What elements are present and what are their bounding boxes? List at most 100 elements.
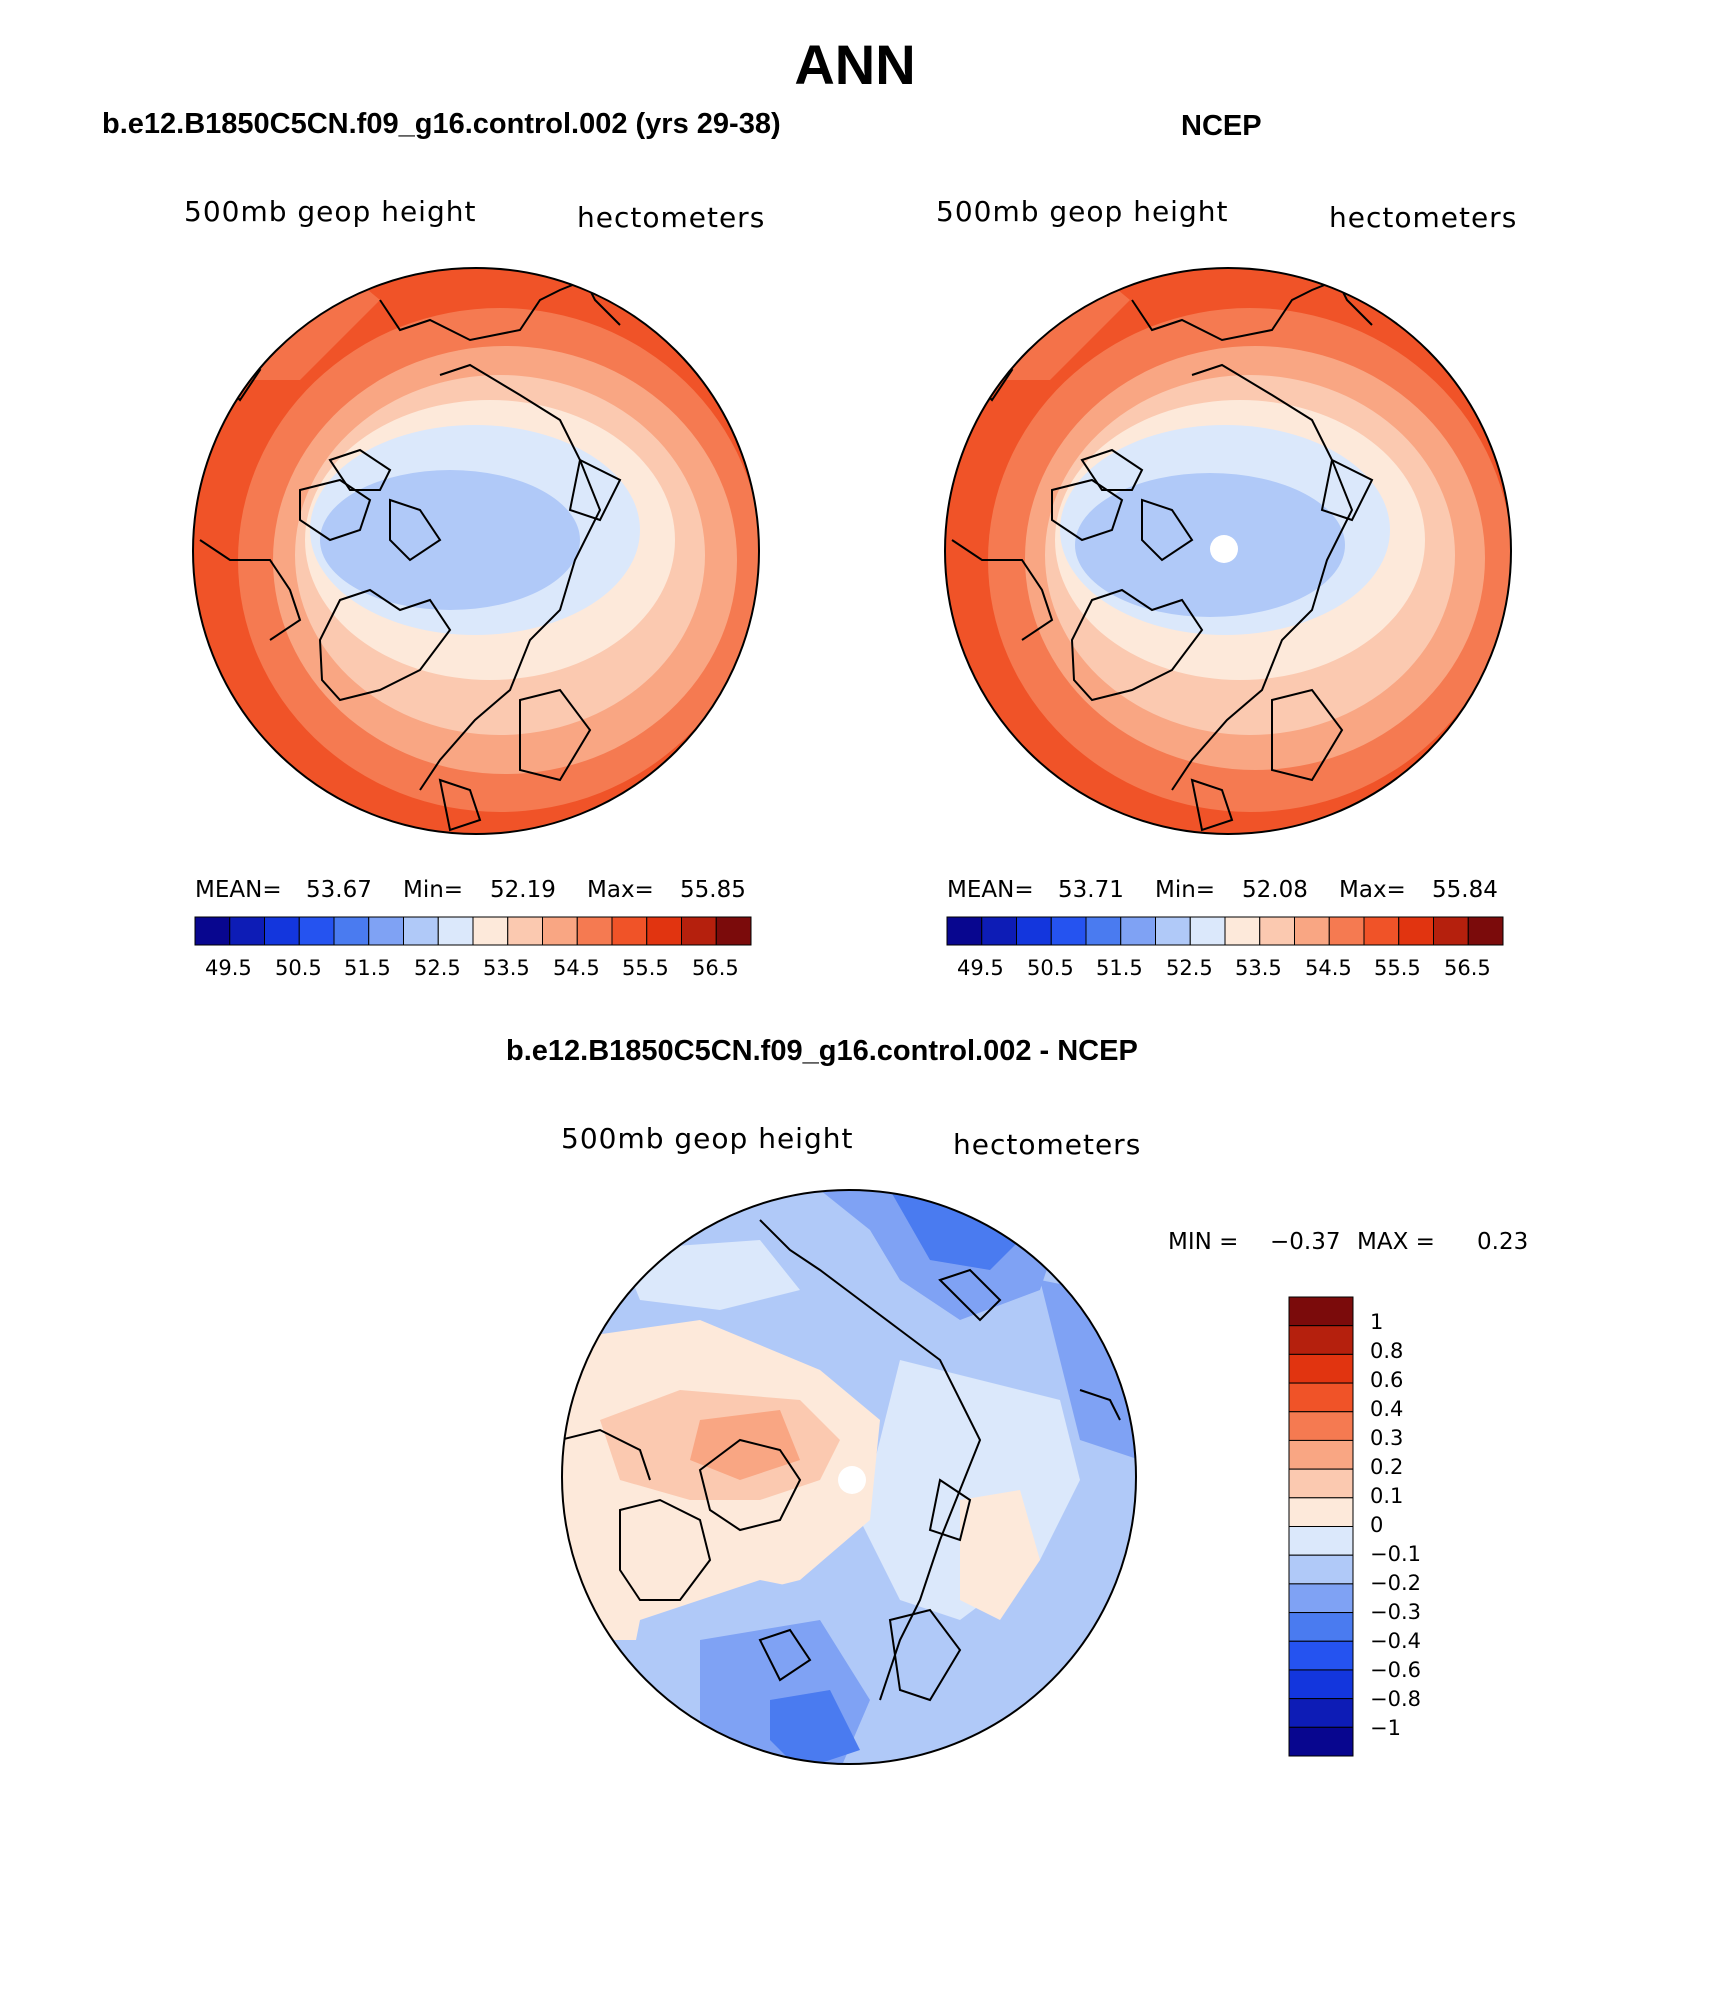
tick-label: −0.3 xyxy=(1370,1600,1421,1624)
colorbar-swatch xyxy=(1398,916,1434,946)
tick-label: 54.5 xyxy=(553,956,600,980)
colorbar-swatch xyxy=(646,916,682,946)
max-label-obs: Max= xyxy=(1339,877,1406,903)
colorbar-swatch xyxy=(1288,1612,1354,1642)
colorbar-swatch xyxy=(1288,1296,1354,1327)
max-value-model: 55.85 xyxy=(680,877,746,903)
colorbar-diff xyxy=(1288,1296,1354,1757)
tick-label: −0.6 xyxy=(1370,1658,1421,1682)
colorbar-swatch xyxy=(1288,1583,1354,1614)
units-label-model: hectometers xyxy=(577,201,766,234)
figure-title: ANN xyxy=(794,33,916,96)
min-value-obs: 52.08 xyxy=(1242,877,1308,903)
colorbar-swatch xyxy=(1288,1468,1354,1499)
colorbar-swatch xyxy=(507,916,543,946)
tick-label: 53.5 xyxy=(483,956,530,980)
colorbar-swatch xyxy=(1288,1497,1354,1527)
tick-label: −0.4 xyxy=(1370,1629,1421,1653)
tick-label: 0.8 xyxy=(1370,1339,1404,1363)
colorbar-obs xyxy=(946,916,1504,946)
units-label-diff: hectometers xyxy=(953,1128,1142,1161)
colorbar-swatch xyxy=(1050,916,1087,946)
units-label-obs: hectometers xyxy=(1329,201,1518,234)
colorbar-swatch xyxy=(576,916,613,946)
colorbar-swatch xyxy=(1016,916,1052,946)
colorbar-swatch xyxy=(1288,1669,1354,1700)
tick-label: 52.5 xyxy=(414,956,461,980)
colorbar-swatch xyxy=(1433,916,1469,946)
colorbar-swatch xyxy=(1328,916,1365,946)
tick-label: 0.4 xyxy=(1370,1397,1404,1421)
tick-label: −0.8 xyxy=(1370,1687,1421,1711)
tick-label: −0.2 xyxy=(1370,1571,1421,1595)
colorbar-swatch xyxy=(403,916,439,946)
colorbar-swatch xyxy=(298,916,335,946)
variable-label-diff: 500mb geop height xyxy=(561,1122,854,1155)
tick-label: 53.5 xyxy=(1235,956,1282,980)
colorbar-swatch xyxy=(715,916,752,946)
tick-label: 0.2 xyxy=(1370,1455,1404,1479)
variable-label-obs: 500mb geop height xyxy=(936,195,1229,228)
tick-label: 50.5 xyxy=(1027,956,1074,980)
max-label-diff: MAX = xyxy=(1357,1229,1435,1255)
tick-label: −1 xyxy=(1370,1716,1401,1740)
colorbar-swatch xyxy=(1155,916,1191,946)
colorbar-model xyxy=(194,916,752,946)
mean-label-obs: MEAN= xyxy=(947,877,1034,903)
mean-value-obs: 53.71 xyxy=(1058,877,1124,903)
tick-label: 51.5 xyxy=(1096,956,1143,980)
tick-label: 0 xyxy=(1370,1513,1384,1537)
mean-value-model: 53.67 xyxy=(306,877,372,903)
tick-label: 55.5 xyxy=(1374,956,1421,980)
tick-label: −0.1 xyxy=(1370,1542,1421,1566)
colorbar-swatch xyxy=(229,916,265,946)
max-label-model: Max= xyxy=(587,877,654,903)
tick-label: 54.5 xyxy=(1305,956,1352,980)
colorbar-swatch xyxy=(1224,916,1261,946)
colorbar-swatch xyxy=(333,916,370,946)
colorbar-swatch xyxy=(1288,1554,1354,1585)
min-label-diff: MIN = xyxy=(1168,1229,1239,1255)
tick-label: 49.5 xyxy=(957,956,1004,980)
max-value-diff: 0.23 xyxy=(1477,1229,1529,1255)
panel-title-model: b.e12.B1850C5CN.f09_g16.control.002 (yrs… xyxy=(102,108,781,140)
colorbar-swatch xyxy=(1288,1640,1354,1671)
tick-label: 0.3 xyxy=(1370,1426,1404,1450)
tick-label: 56.5 xyxy=(692,956,739,980)
colorbar-swatch xyxy=(681,916,717,946)
colorbar-swatch xyxy=(1288,1526,1354,1556)
tick-label: 0.1 xyxy=(1370,1484,1404,1508)
panel-title-diff: b.e12.B1850C5CN.f09_g16.control.002 - NC… xyxy=(506,1035,1138,1067)
min-label-model: Min= xyxy=(403,877,464,903)
tick-label: 56.5 xyxy=(1444,956,1491,980)
mean-label-model: MEAN= xyxy=(195,877,282,903)
variable-label-model: 500mb geop height xyxy=(184,195,477,228)
panel-title-obs: NCEP xyxy=(1181,110,1262,142)
min-label-obs: Min= xyxy=(1155,877,1216,903)
colorbar-swatch xyxy=(1120,916,1156,946)
min-value-model: 52.19 xyxy=(490,877,556,903)
colorbar-swatch xyxy=(368,916,404,946)
tick-label: 52.5 xyxy=(1166,956,1213,980)
tick-label: 49.5 xyxy=(205,956,252,980)
colorbar-swatch xyxy=(1363,916,1400,946)
colorbar-swatch xyxy=(542,916,578,946)
colorbar-swatch xyxy=(1467,916,1504,946)
tick-label: 51.5 xyxy=(344,956,391,980)
colorbar-swatch xyxy=(1288,1353,1354,1384)
colorbar-swatch xyxy=(946,916,983,946)
tick-label: 55.5 xyxy=(622,956,669,980)
colorbar-swatch xyxy=(1288,1698,1354,1728)
max-value-obs: 55.84 xyxy=(1432,877,1498,903)
colorbar-ticks-diff: 1 0.8 0.6 0.4 0.3 0.2 0.1 0 −0.1 −0.2 −0… xyxy=(1370,1310,1490,1780)
tick-label: 0.6 xyxy=(1370,1368,1404,1392)
colorbar-swatch xyxy=(1288,1411,1354,1441)
colorbar-swatch xyxy=(1288,1439,1354,1470)
colorbar-swatch xyxy=(1288,1325,1354,1355)
min-value-diff: −0.37 xyxy=(1270,1229,1341,1255)
tick-label: 1 xyxy=(1370,1310,1384,1334)
tick-label: 50.5 xyxy=(275,956,322,980)
colorbar-swatch xyxy=(1189,916,1226,946)
colorbar-swatch xyxy=(1288,1726,1354,1757)
colorbar-swatch xyxy=(1288,1382,1354,1413)
